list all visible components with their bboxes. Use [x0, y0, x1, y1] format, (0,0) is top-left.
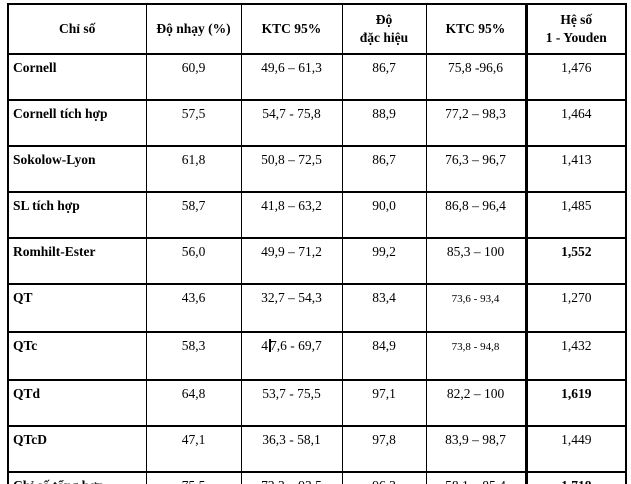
cell-youden[interactable]: 1,552: [524, 237, 627, 285]
cell-sensitivity-ci[interactable]: 36,3 - 58,1: [240, 425, 343, 473]
cell-specificity-ci[interactable]: 73,6 - 93,4: [425, 283, 527, 333]
cell-index-label[interactable]: Cornell: [7, 53, 147, 101]
cell-index-label[interactable]: QTd: [7, 379, 147, 427]
cell-specificity-ci[interactable]: 77,2 – 98,3: [425, 99, 527, 147]
cell-sensitivity[interactable]: 58,7: [145, 191, 242, 239]
cell-specificity-ci[interactable]: 75,8 -96,6: [425, 53, 527, 101]
cell-sensitivity[interactable]: 47,1: [145, 425, 242, 473]
cell-sensitivity-ci[interactable]: 32,7 – 54,3: [240, 283, 343, 333]
cell-specificity-ci[interactable]: 83,9 – 98,7: [425, 425, 527, 473]
cell-index-label[interactable]: Cornell tích hợp: [7, 99, 147, 147]
cell-index-label[interactable]: QT: [7, 283, 147, 333]
cell-index-label[interactable]: QTc: [7, 331, 147, 381]
header-row: Chỉ số Độ nhạy (%) KTC 95% Độ đặc hiệu K…: [7, 3, 627, 55]
cell-youden[interactable]: 1,718: [524, 471, 627, 484]
cell-sensitivity-ci[interactable]: 49,6 – 61,3: [240, 53, 343, 101]
cell-youden[interactable]: 1,464: [524, 99, 627, 147]
cell-sensitivity[interactable]: 75,5: [145, 471, 242, 484]
table-body: Cornell 60,9 49,6 – 61,3 86,7 75,8 -96,6 1,47…: [7, 53, 627, 484]
cell-specificity[interactable]: 97,1: [341, 379, 427, 427]
col-header-youden-line2: 1 - Youden: [545, 30, 607, 45]
cell-sensitivity[interactable]: 64,8: [145, 379, 242, 427]
cell-youden[interactable]: 1,449: [524, 425, 627, 473]
cell-youden[interactable]: 1,619: [524, 379, 627, 427]
cell-specificity[interactable]: 86,7: [341, 145, 427, 193]
cell-sensitivity[interactable]: 43,6: [145, 283, 242, 333]
col-header-sensitivity[interactable]: Độ nhạy (%): [145, 3, 242, 55]
cell-youden[interactable]: 1,485: [524, 191, 627, 239]
cell-specificity-ci[interactable]: 85,3 – 100: [425, 237, 527, 285]
cell-specificity[interactable]: 90,0: [341, 191, 427, 239]
cell-sensitivity[interactable]: 58,3: [145, 331, 242, 381]
cell-specificity-ci[interactable]: 82,2 – 100: [425, 379, 527, 427]
cell-specificity[interactable]: 88,9: [341, 99, 427, 147]
cell-youden[interactable]: 1,413: [524, 145, 627, 193]
cell-youden[interactable]: 1,432: [524, 331, 627, 381]
cell-specificity-ci[interactable]: 73,8 - 94,8: [425, 331, 527, 381]
col-header-specificity-line2: đặc hiệu: [359, 30, 409, 45]
cell-sensitivity-ci[interactable]: 4 7,6 - 69,7: [240, 331, 343, 381]
table-row: Chỉ số tổng hợp75,573,3 – 93,596,358,1 –…: [7, 471, 627, 484]
table-row: Sokolow-Lyon 61,8 50,8 – 72,5 86,7 76,3 – 96…: [7, 145, 627, 193]
cell-sensitivity-ci[interactable]: 73,3 – 93,5: [240, 471, 343, 484]
cell-index-label[interactable]: Chỉ số tổng hợp: [7, 471, 147, 484]
cell-sensitivity-ci[interactable]: 49,9 – 71,2: [240, 237, 343, 285]
cell-specificity-ci[interactable]: 58,1 – 85,4: [425, 471, 527, 484]
col-header-index[interactable]: Chỉ số: [7, 3, 147, 55]
cell-index-label[interactable]: Sokolow-Lyon: [7, 145, 147, 193]
cell-youden[interactable]: 1,476: [524, 53, 627, 101]
cell-specificity-ci[interactable]: 86,8 – 96,4: [425, 191, 527, 239]
table-row: Cornell 60,9 49,6 – 61,3 86,7 75,8 -96,6 1,47…: [7, 53, 627, 101]
cell-specificity-ci[interactable]: 76,3 – 96,7: [425, 145, 527, 193]
table-row: QTc 58,3 4 7,6 - 69,7 84,9 73,8 - 94,8 1,432: [7, 331, 627, 381]
col-header-youden-line1: Hệ số: [560, 12, 593, 27]
table-row: Cornell tích hợp 57,5 54,7 - 75,8 88,9 77,2 …: [7, 99, 627, 147]
cell-specificity[interactable]: 83,4: [341, 283, 427, 333]
cell-index-label[interactable]: SL tích hợp: [7, 191, 147, 239]
cell-sensitivity-ci[interactable]: 54,7 - 75,8: [240, 99, 343, 147]
table-row: QTd 64,8 53,7 - 75,5 97,1 82,2 – 100 1,619: [7, 379, 627, 427]
cell-sensitivity[interactable]: 57,5: [145, 99, 242, 147]
cell-specificity[interactable]: 84,9: [341, 331, 427, 381]
cell-specificity[interactable]: 97,8: [341, 425, 427, 473]
cell-sensitivity-ci[interactable]: 50,8 – 72,5: [240, 145, 343, 193]
table-row: SL tích hợp 58,7 41,8 – 63,2 90,0 86,8 – 96,…: [7, 191, 627, 239]
col-header-youden[interactable]: Hệ số 1 - Youden: [524, 3, 627, 55]
cell-specificity[interactable]: 86,7: [341, 53, 427, 101]
col-header-specificity-line1: Độ: [375, 12, 393, 27]
statistics-table: Chỉ số Độ nhạy (%) KTC 95% Độ đặc hiệu K…: [7, 3, 627, 484]
col-header-specificity[interactable]: Độ đặc hiệu: [341, 3, 427, 55]
cell-sensitivity[interactable]: 60,9: [145, 53, 242, 101]
text-cursor-caret: [269, 339, 271, 352]
col-header-sensitivity-ci[interactable]: KTC 95%: [240, 3, 343, 55]
cell-sensitivity-ci[interactable]: 41,8 – 63,2: [240, 191, 343, 239]
table-row: QTcD 47,1 36,3 - 58,1 97,8 83,9 – 98,7 1,449: [7, 425, 627, 473]
cell-specificity[interactable]: 99,2: [341, 237, 427, 285]
col-header-specificity-ci[interactable]: KTC 95%: [425, 3, 527, 55]
cell-specificity[interactable]: 96,3: [341, 471, 427, 484]
table-row: QT 43,6 32,7 – 54,3 83,4 73,6 - 93,4 1,270: [7, 283, 627, 333]
cell-index-label[interactable]: Romhilt-Ester: [7, 237, 147, 285]
cell-sensitivity[interactable]: 61,8: [145, 145, 242, 193]
table-row: Romhilt-Ester 56,0 49,9 – 71,2 99,2 85,3 – 1…: [7, 237, 627, 285]
cell-sensitivity[interactable]: 56,0: [145, 237, 242, 285]
cell-sensitivity-ci[interactable]: 53,7 - 75,5: [240, 379, 343, 427]
cell-index-label[interactable]: QTcD: [7, 425, 147, 473]
cell-youden[interactable]: 1,270: [524, 283, 627, 333]
